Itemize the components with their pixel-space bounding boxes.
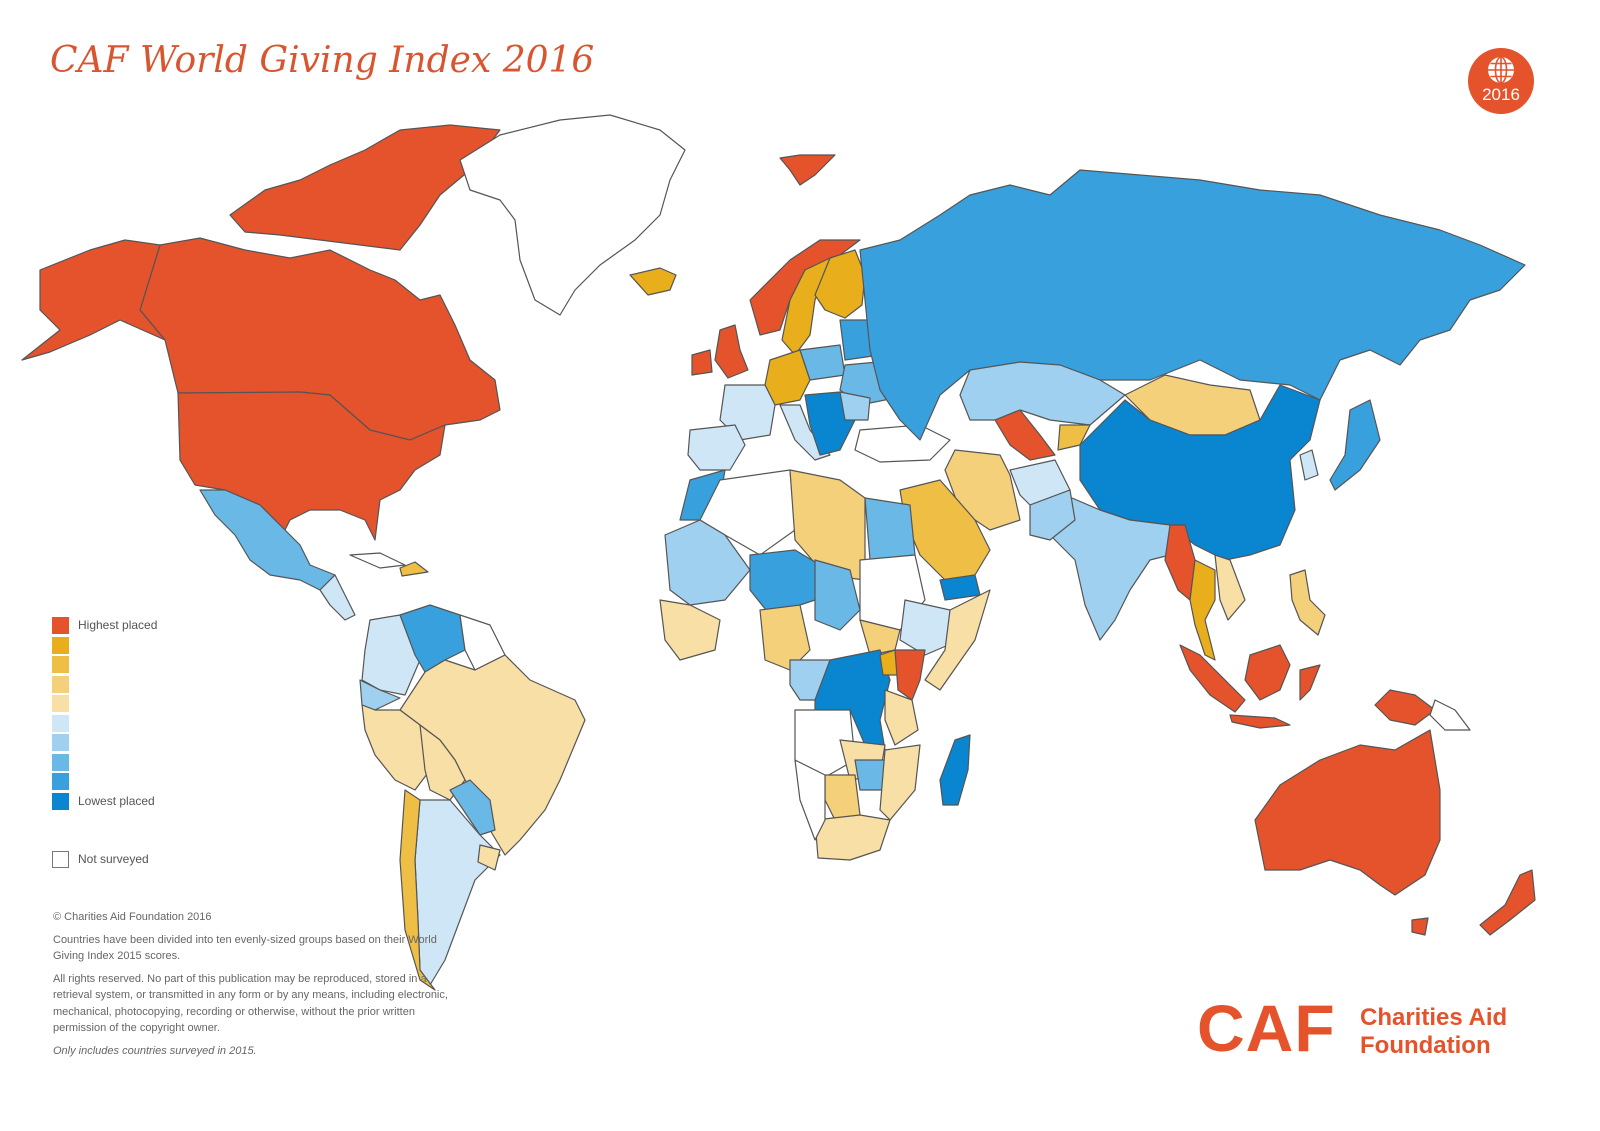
region-paraguay <box>449 779 496 836</box>
legend-swatch <box>52 656 69 673</box>
region-niger <box>749 549 821 616</box>
legend-swatch <box>52 753 69 771</box>
region-yemen <box>939 574 981 601</box>
legend-label: Highest placed <box>78 618 158 632</box>
badge-year: 2016 <box>1482 85 1520 104</box>
region-central-america <box>319 574 356 621</box>
legend-swatch <box>52 773 69 790</box>
rights-text: All rights reserved. No part of this pub… <box>53 972 448 1035</box>
legend-swatch-empty <box>52 851 69 868</box>
region-ecuador <box>359 679 401 711</box>
region-uk <box>714 324 749 379</box>
legend-swatch <box>52 675 69 693</box>
region-korea <box>1299 449 1319 481</box>
region-tanzania <box>884 689 919 746</box>
region-russia <box>859 169 1526 441</box>
region-kazakhstan <box>959 361 1126 426</box>
region-svalbard <box>779 154 836 186</box>
legend-label: Not surveyed <box>78 852 149 866</box>
caf-name-line1: Charities Aid <box>1360 1004 1508 1031</box>
region-greenland <box>459 114 686 316</box>
region-kenya <box>894 649 926 701</box>
region-borneo <box>1244 644 1291 701</box>
region-pakistan <box>1029 489 1076 541</box>
legend-label: Lowest placed <box>78 793 155 808</box>
region-sweden <box>781 257 831 356</box>
region-alaska <box>21 239 166 361</box>
region-spain <box>687 424 746 471</box>
region-chile <box>399 789 436 991</box>
region-peru <box>361 704 431 791</box>
region-cuba <box>349 552 406 569</box>
caf-logo-name: Charities Aid Foundation <box>1360 1004 1507 1060</box>
region-java <box>1229 714 1291 729</box>
caf-logo: CAF <box>1197 991 1336 1065</box>
region-mozambique <box>879 744 921 821</box>
region-dominican <box>399 561 429 577</box>
region-chad <box>814 559 861 631</box>
region-south-africa <box>814 814 891 861</box>
caf-name-line2: Foundation <box>1360 1032 1491 1059</box>
region-west-africa <box>659 599 721 661</box>
region-sulawesi <box>1299 664 1321 701</box>
legend-swatch <box>52 617 69 634</box>
region-venezuela <box>399 604 466 673</box>
legend-swatch <box>52 695 69 712</box>
copyright-text: © Charities Aid Foundation 2016 <box>53 911 212 923</box>
legend-swatch <box>52 734 69 751</box>
region-png <box>1429 699 1471 731</box>
region-iceland <box>629 267 677 296</box>
globe-icon <box>1488 56 1514 84</box>
legend-swatch <box>52 792 69 810</box>
region-congo-gabon <box>789 659 831 701</box>
region-botswana <box>824 774 861 821</box>
year-badge: 2016 <box>1468 48 1534 114</box>
region-angola <box>794 709 856 781</box>
region-egypt <box>864 497 916 561</box>
region-ethiopia <box>899 599 961 656</box>
region-vietnam <box>1214 554 1246 621</box>
region-australia <box>1254 729 1441 896</box>
region-zimbabwe <box>854 759 886 791</box>
region-india <box>1049 494 1171 641</box>
region-japan <box>1329 399 1381 491</box>
page-title: CAF World Giving Index 2016 <box>50 40 595 81</box>
region-finland <box>814 249 866 319</box>
region-ireland <box>691 349 713 376</box>
region-uruguay <box>477 844 501 871</box>
region-canada-arctic <box>229 124 501 251</box>
region-uzbekistan <box>994 409 1056 461</box>
region-new-zealand <box>1479 869 1536 936</box>
region-madagascar <box>939 734 971 806</box>
method-text: Countries have been divided into ten eve… <box>53 933 437 963</box>
region-tasmania <box>1411 917 1429 936</box>
note-text: Only includes countries surveyed in 2015… <box>53 1044 257 1057</box>
region-thailand <box>1189 559 1216 661</box>
region-romania <box>839 391 871 421</box>
region-namibia <box>794 759 826 841</box>
region-somalia <box>924 589 991 691</box>
region-mauritania-mali <box>664 519 751 606</box>
legend-swatch <box>52 714 69 732</box>
region-sumatra <box>1179 644 1246 713</box>
region-philippines <box>1289 569 1326 636</box>
legend-swatch <box>52 636 69 654</box>
region-turkey <box>854 424 951 463</box>
footer-notes: © Charities Aid Foundation 2016 Countrie… <box>53 909 453 1065</box>
region-new-guinea <box>1374 689 1436 726</box>
